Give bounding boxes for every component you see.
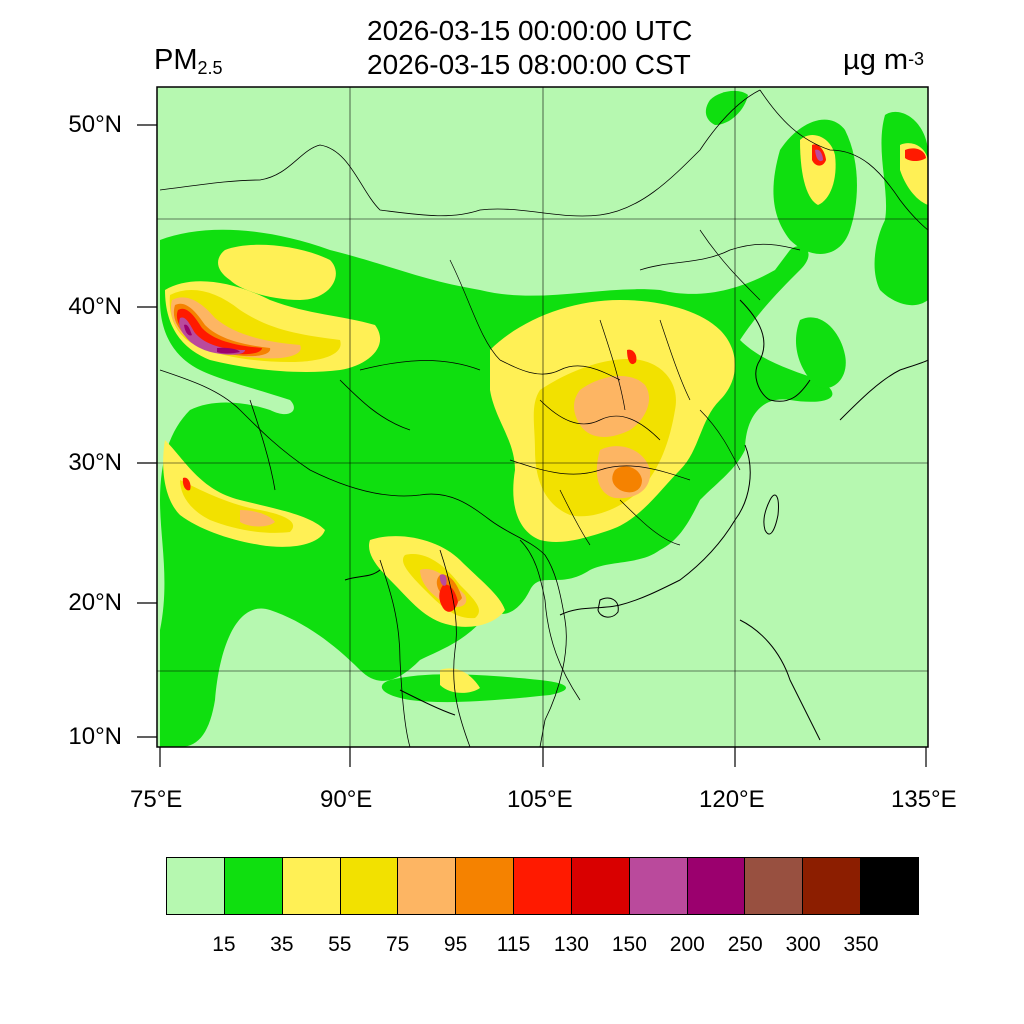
- lon-label-90e: 90°E: [320, 786, 373, 813]
- unit-main: µg m: [843, 44, 909, 76]
- variable-label: PM2.5: [154, 44, 223, 78]
- lon-label-135e: 135°E: [891, 786, 957, 813]
- colorbar-swatch-0: [167, 858, 225, 914]
- coastlines: [344, 299, 928, 741]
- colorbar-label-55: 55: [328, 933, 352, 956]
- colorbar-swatch-1: [224, 858, 283, 914]
- colorbar-swatch-7: [571, 858, 630, 914]
- lat-label-50n: 50°N: [68, 111, 122, 138]
- province-boundaries: [359, 229, 761, 546]
- colorbar-swatch-12: [861, 858, 918, 914]
- colorbar-label-75: 75: [386, 933, 410, 956]
- colorbar-label-35: 35: [270, 933, 294, 956]
- colorbar-swatch-5: [456, 858, 515, 914]
- variable-subscript: 2.5: [197, 58, 223, 78]
- lat-label-20n: 20°N: [68, 589, 122, 616]
- map-field: [157, 87, 928, 747]
- colorbar-swatch-9: [687, 858, 746, 914]
- colorbar-label-115: 115: [496, 933, 531, 956]
- colorbar-swatch-2: [282, 858, 341, 914]
- colorbar-label-350: 350: [843, 933, 879, 956]
- title-local-time: 2026-03-15 08:00:00 CST: [367, 49, 691, 80]
- lon-label-120e: 120°E: [699, 786, 765, 813]
- colorbar-label-200: 200: [669, 933, 705, 956]
- colorbar-swatch-4: [398, 858, 457, 914]
- lat-label-30n: 30°N: [68, 449, 122, 476]
- unit-superscript: -3: [908, 49, 925, 69]
- colorbar-label-95: 95: [443, 933, 468, 956]
- pollution-level-250-plus: [184, 324, 240, 354]
- colorbar-label-300: 300: [785, 933, 821, 956]
- lat-label-10n: 10°N: [68, 723, 122, 750]
- colorbar-swatch-10: [745, 858, 804, 914]
- colorbar-label-15: 15: [212, 933, 236, 956]
- colorbar-label-150: 150: [611, 933, 647, 956]
- colorbar-swatch-3: [340, 858, 399, 914]
- graticule: [157, 87, 928, 747]
- axis-ticks: [137, 124, 927, 767]
- country-boundaries: [159, 89, 928, 747]
- colorbar-label-250: 250: [727, 933, 763, 956]
- lat-label-40n: 40°N: [68, 293, 122, 320]
- title-utc: 2026-03-15 00:00:00 UTC: [367, 15, 693, 46]
- lon-label-75e: 75°E: [130, 786, 183, 813]
- pollution-level-150-250: [179, 149, 823, 586]
- colorbar: [166, 857, 919, 915]
- lon-label-105e: 105°E: [507, 786, 573, 813]
- colorbar-label-130: 130: [553, 933, 589, 956]
- variable-main: PM: [154, 44, 198, 76]
- colorbar-swatch-8: [629, 858, 688, 914]
- colorbar-swatch-11: [803, 858, 862, 914]
- colorbar-swatch-6: [514, 858, 572, 914]
- unit-label: µg m-3: [843, 44, 924, 77]
